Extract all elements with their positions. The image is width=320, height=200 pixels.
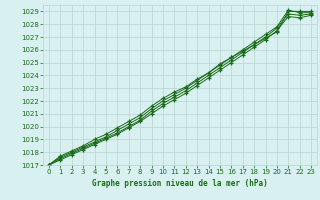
X-axis label: Graphe pression niveau de la mer (hPa): Graphe pression niveau de la mer (hPa) xyxy=(92,179,268,188)
